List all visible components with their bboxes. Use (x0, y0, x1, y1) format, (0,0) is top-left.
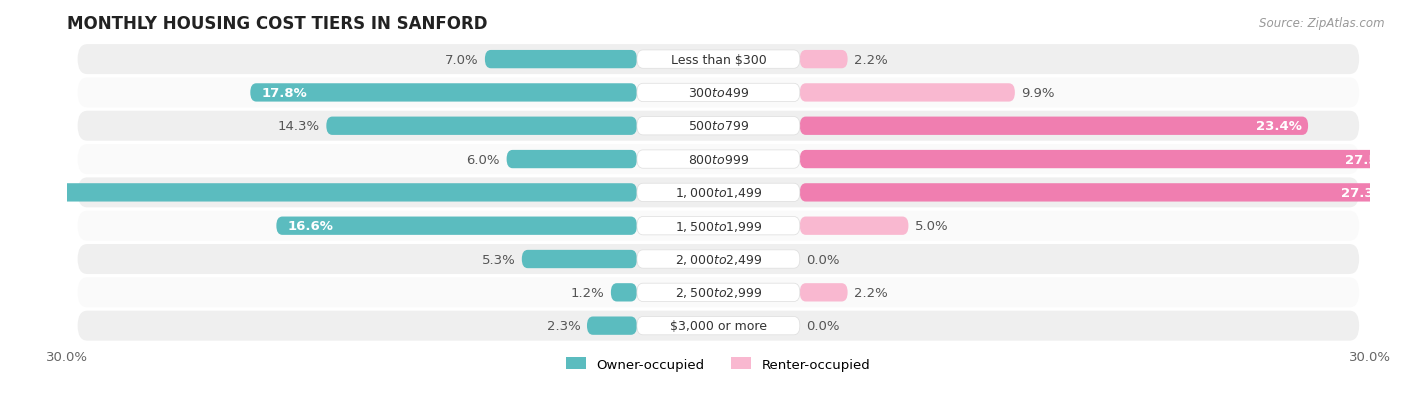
FancyBboxPatch shape (800, 51, 848, 69)
FancyBboxPatch shape (800, 84, 1015, 102)
FancyBboxPatch shape (326, 117, 637, 135)
Text: 1.2%: 1.2% (571, 286, 605, 299)
Text: 2.2%: 2.2% (853, 286, 887, 299)
FancyBboxPatch shape (637, 217, 800, 235)
FancyBboxPatch shape (800, 117, 1308, 135)
FancyBboxPatch shape (77, 145, 1360, 175)
Text: Source: ZipAtlas.com: Source: ZipAtlas.com (1260, 17, 1385, 29)
Text: 29.6%: 29.6% (4, 186, 51, 199)
FancyBboxPatch shape (77, 211, 1360, 241)
Text: $800 to $999: $800 to $999 (688, 153, 749, 166)
Text: 0.0%: 0.0% (807, 319, 839, 332)
Text: 6.0%: 6.0% (467, 153, 501, 166)
FancyBboxPatch shape (77, 78, 1360, 108)
Text: 7.0%: 7.0% (444, 53, 478, 66)
Text: $1,000 to $1,499: $1,000 to $1,499 (675, 186, 762, 200)
FancyBboxPatch shape (800, 150, 1398, 169)
Text: $500 to $799: $500 to $799 (688, 120, 749, 133)
FancyBboxPatch shape (800, 283, 848, 302)
Text: 17.8%: 17.8% (262, 87, 307, 100)
Text: 2.2%: 2.2% (853, 53, 887, 66)
FancyBboxPatch shape (637, 317, 800, 335)
Text: 2.3%: 2.3% (547, 319, 581, 332)
FancyBboxPatch shape (522, 250, 637, 268)
Text: $300 to $499: $300 to $499 (688, 87, 749, 100)
Text: $2,500 to $2,999: $2,500 to $2,999 (675, 286, 762, 299)
FancyBboxPatch shape (77, 45, 1360, 75)
Text: $3,000 or more: $3,000 or more (669, 319, 766, 332)
Text: $1,500 to $1,999: $1,500 to $1,999 (675, 219, 762, 233)
Text: 0.0%: 0.0% (807, 253, 839, 266)
FancyBboxPatch shape (250, 84, 637, 102)
FancyBboxPatch shape (637, 283, 800, 302)
Text: $2,000 to $2,499: $2,000 to $2,499 (675, 252, 762, 266)
Text: 9.9%: 9.9% (1021, 87, 1054, 100)
Text: 5.0%: 5.0% (915, 220, 949, 233)
FancyBboxPatch shape (77, 112, 1360, 141)
FancyBboxPatch shape (800, 184, 1393, 202)
FancyBboxPatch shape (800, 217, 908, 235)
Text: 23.4%: 23.4% (1256, 120, 1302, 133)
FancyBboxPatch shape (0, 184, 637, 202)
FancyBboxPatch shape (77, 278, 1360, 308)
Text: 14.3%: 14.3% (277, 120, 319, 133)
FancyBboxPatch shape (586, 317, 637, 335)
FancyBboxPatch shape (77, 178, 1360, 208)
FancyBboxPatch shape (485, 51, 637, 69)
FancyBboxPatch shape (610, 283, 637, 302)
FancyBboxPatch shape (277, 217, 637, 235)
FancyBboxPatch shape (77, 244, 1360, 274)
FancyBboxPatch shape (637, 84, 800, 102)
FancyBboxPatch shape (637, 184, 800, 202)
Text: 16.6%: 16.6% (287, 220, 333, 233)
FancyBboxPatch shape (637, 51, 800, 69)
Text: 5.3%: 5.3% (481, 253, 515, 266)
Text: 27.3%: 27.3% (1340, 186, 1386, 199)
FancyBboxPatch shape (637, 250, 800, 268)
FancyBboxPatch shape (506, 150, 637, 169)
Legend: Owner-occupied, Renter-occupied: Owner-occupied, Renter-occupied (561, 352, 876, 376)
FancyBboxPatch shape (637, 150, 800, 169)
FancyBboxPatch shape (77, 311, 1360, 341)
FancyBboxPatch shape (637, 117, 800, 135)
Text: MONTHLY HOUSING COST TIERS IN SANFORD: MONTHLY HOUSING COST TIERS IN SANFORD (66, 15, 488, 33)
Text: 27.5%: 27.5% (1346, 153, 1391, 166)
Text: Less than $300: Less than $300 (671, 53, 766, 66)
